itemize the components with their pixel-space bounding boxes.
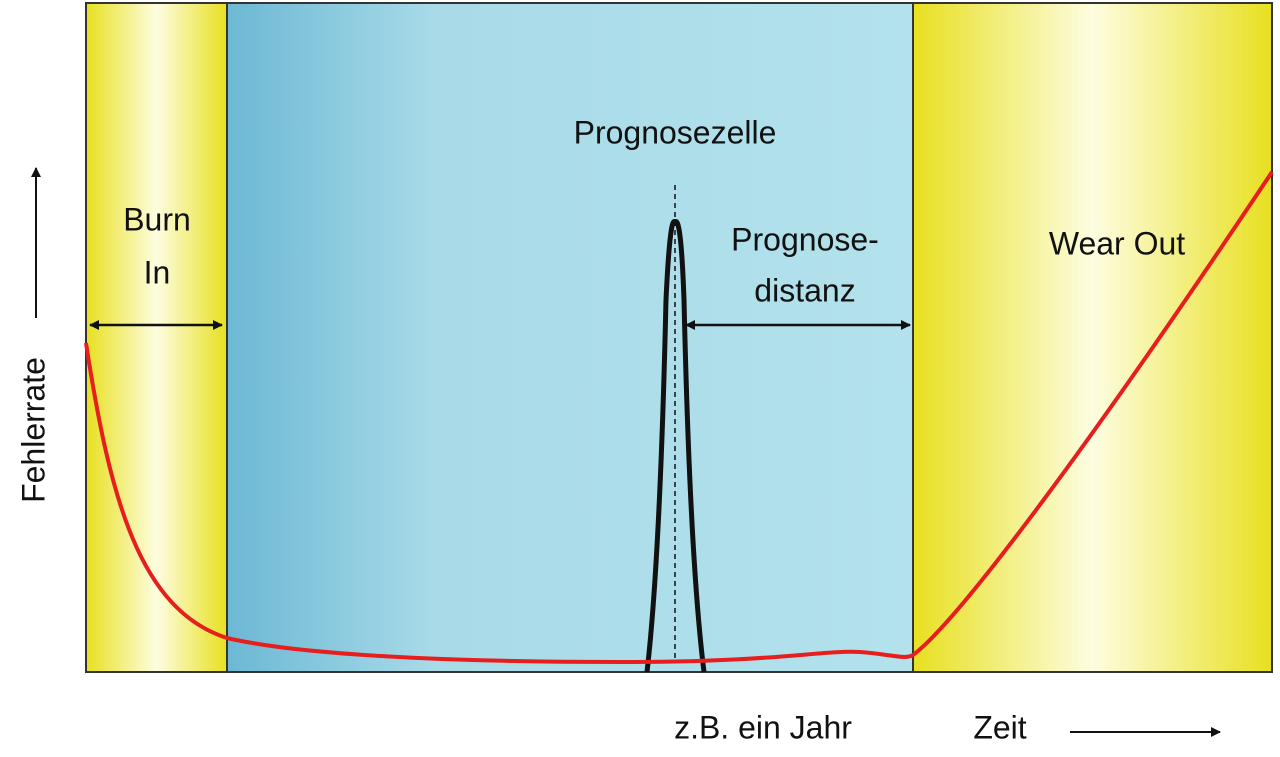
label: Prognose- [731, 221, 879, 257]
wear-out-zone [913, 3, 1272, 672]
y-axis-label: Fehlerrate [15, 357, 51, 503]
prognosis-peak [644, 219, 707, 673]
failure-rate-curve [84, 170, 1274, 665]
frame [85, 2, 1273, 673]
useful-life-zone [227, 3, 913, 672]
label: Prognosezelle [574, 114, 777, 150]
burn-in-zone [86, 3, 227, 672]
label: z.B. ein Jahr [674, 709, 852, 745]
label: distanz [754, 272, 855, 308]
label: In [144, 254, 171, 290]
x-axis-label: Zeit [973, 709, 1026, 745]
label: Wear Out [1049, 225, 1185, 261]
label: Burn [123, 201, 191, 237]
